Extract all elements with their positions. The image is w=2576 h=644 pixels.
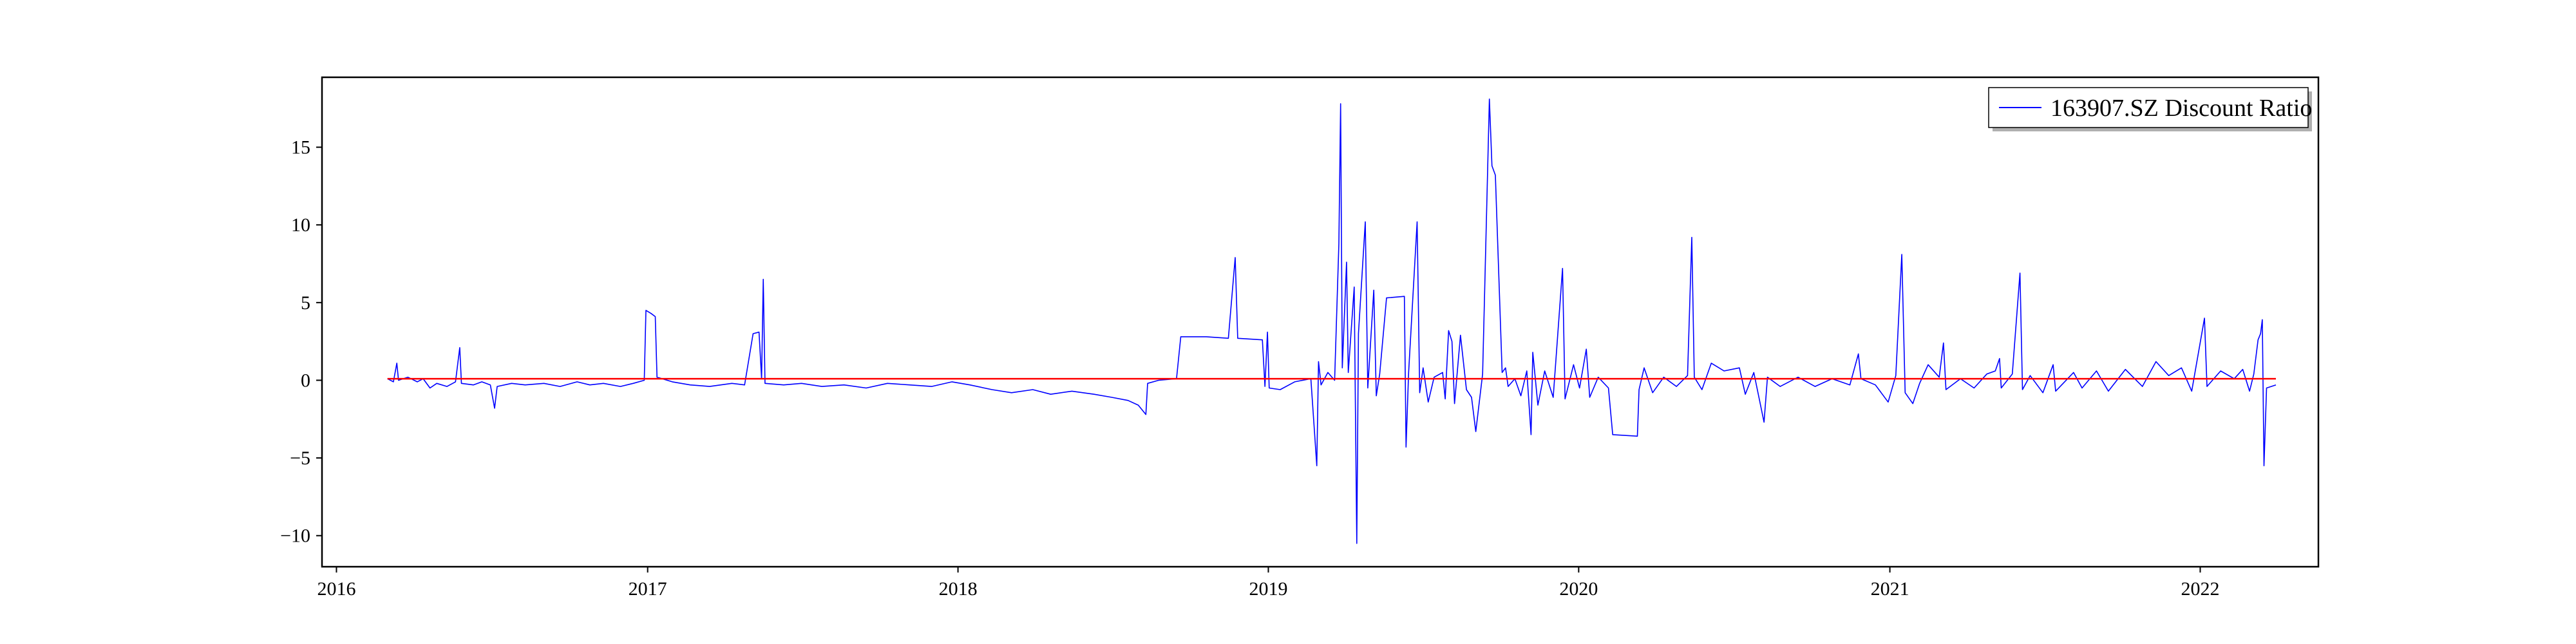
series-line-0: [387, 99, 2277, 544]
y-axis-ticks: −10 −5 0 5 10 15: [280, 137, 322, 547]
x-tick-label: 2016: [317, 578, 355, 600]
x-tick-label: 2020: [1559, 578, 1598, 600]
y-tick-label: 5: [301, 292, 310, 314]
y-tick-label: −10: [280, 526, 310, 547]
y-tick-label: −5: [290, 448, 310, 469]
y-tick-label: 15: [291, 137, 310, 158]
x-tick-label: 2019: [1249, 578, 1287, 600]
x-axis-ticks: 2016 2017 2018 2019 2020 2021 2022: [317, 567, 2219, 600]
x-tick-label: 2018: [939, 578, 978, 600]
x-tick-label: 2021: [1871, 578, 1909, 600]
plot-area: [322, 77, 2318, 567]
y-tick-label: 10: [291, 214, 310, 236]
legend-box: [1988, 87, 2309, 128]
y-tick-label: 0: [301, 370, 310, 391]
legend-label: 163907.SZ Discount Ratio: [2050, 95, 2312, 122]
legend: 163907.SZ Discount Ratio: [1988, 87, 2312, 131]
x-tick-label: 2017: [629, 578, 667, 600]
plot-frame: [321, 76, 2320, 568]
x-tick-label: 2022: [2181, 578, 2219, 600]
series-layer: [387, 99, 2277, 544]
